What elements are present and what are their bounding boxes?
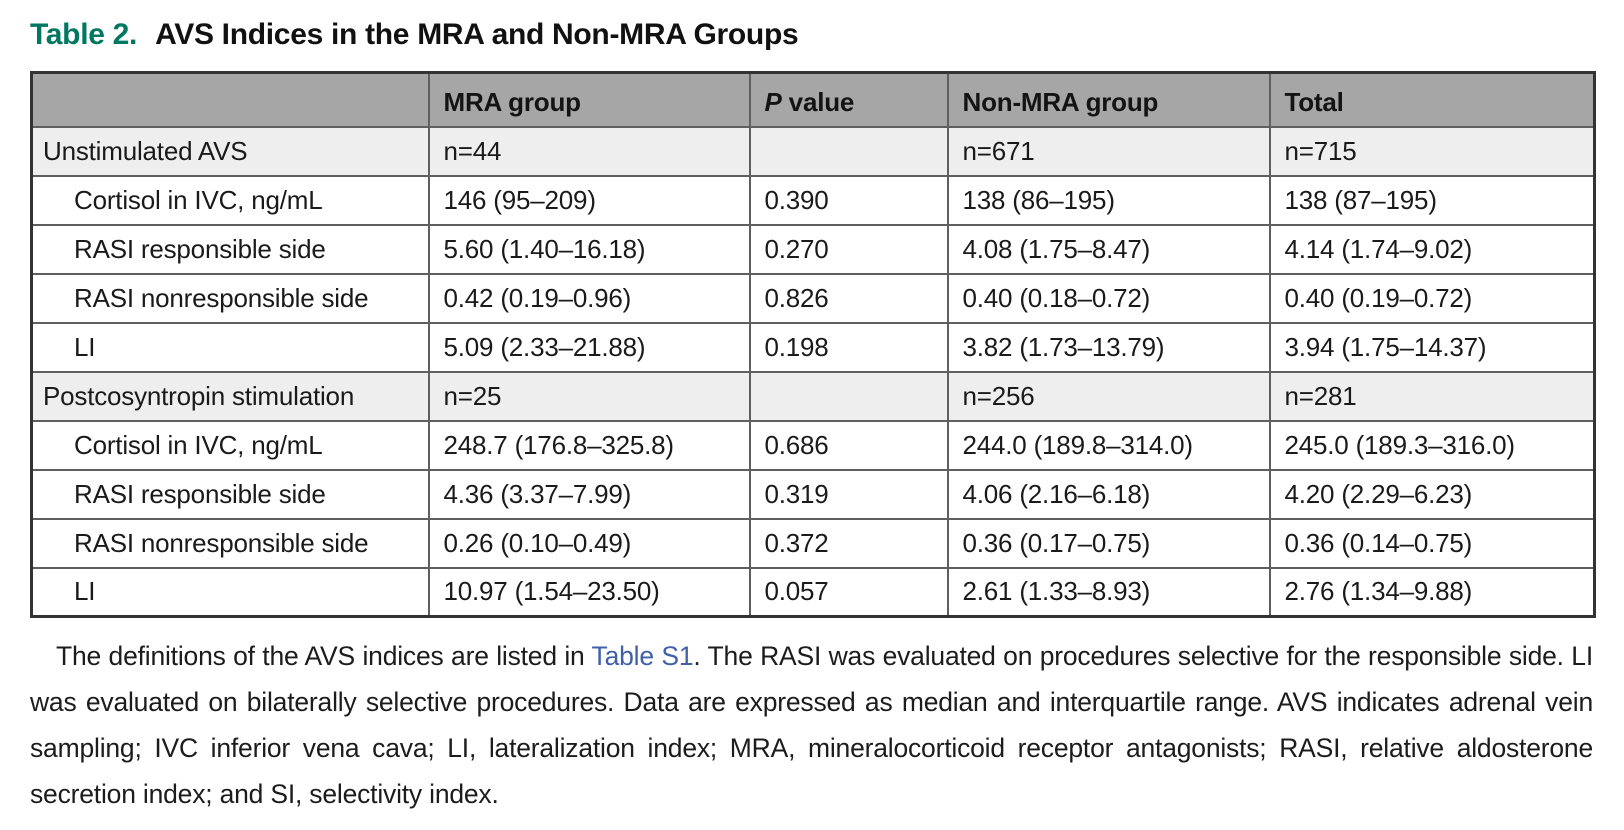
nonmra-value-cell: 2.61 (1.33–8.93)	[946, 566, 1271, 618]
table-row-unstimulated-avs: Unstimulated AVS n=44 n=671 n=715	[30, 125, 1596, 177]
p-value-cell: 0.686	[748, 419, 949, 471]
column-header-empty	[30, 71, 430, 128]
nonmra-value-cell: n=256	[946, 370, 1271, 422]
p-value-cell: 0.198	[748, 321, 949, 373]
p-value-cell: 0.826	[748, 272, 949, 324]
table-number-label: Table 2.	[30, 18, 138, 51]
p-value-cell: 0.057	[748, 566, 949, 618]
mra-value-cell: 146 (95–209)	[427, 174, 751, 226]
mra-value-cell: 4.36 (3.37–7.99)	[427, 468, 751, 520]
mra-value-cell: n=25	[427, 370, 751, 422]
total-value-cell: 4.20 (2.29–6.23)	[1268, 468, 1596, 520]
table-footnote: The definitions of the AVS indices are l…	[30, 633, 1593, 817]
nonmra-value-cell: 3.82 (1.73–13.79)	[946, 321, 1271, 373]
table-caption: Table 2. AVS Indices in the MRA and Non-M…	[30, 18, 1594, 52]
table-row-rasi-responsible-post: RASI responsible side 4.36 (3.37–7.99) 0…	[30, 468, 1596, 520]
row-label-cell: RASI nonresponsible side	[30, 517, 430, 569]
table-title: AVS Indices in the MRA and Non-MRA Group…	[155, 18, 799, 51]
table-row-rasi-responsible: RASI responsible side 5.60 (1.40–16.18) …	[30, 223, 1596, 275]
mra-value-cell: n=44	[427, 125, 751, 177]
row-label-cell: Cortisol in IVC, ng/mL	[30, 419, 430, 471]
column-header-mra-group: MRA group	[427, 71, 751, 128]
row-label-cell: RASI responsible side	[30, 223, 430, 275]
avs-indices-table: MRA group P value Non-MRA group Total Un…	[30, 71, 1596, 618]
p-value-cell: 0.372	[748, 517, 949, 569]
table-row-cortisol-ivc: Cortisol in IVC, ng/mL 146 (95–209) 0.39…	[30, 174, 1596, 226]
p-value-rest: value	[781, 87, 855, 118]
mra-value-cell: 5.09 (2.33–21.88)	[427, 321, 751, 373]
row-label-cell: RASI responsible side	[30, 468, 430, 520]
table-row-li-post: LI 10.97 (1.54–23.50) 0.057 2.61 (1.33–8…	[30, 566, 1596, 618]
table-s1-link[interactable]: Table S1	[591, 641, 694, 671]
mra-value-cell: 0.26 (0.10–0.49)	[427, 517, 751, 569]
table-row-li: LI 5.09 (2.33–21.88) 0.198 3.82 (1.73–13…	[30, 321, 1596, 373]
total-value-cell: 2.76 (1.34–9.88)	[1268, 566, 1596, 618]
row-label-cell: Unstimulated AVS	[30, 125, 430, 177]
column-header-total: Total	[1268, 71, 1596, 128]
total-value-cell: 0.36 (0.14–0.75)	[1268, 517, 1596, 569]
mra-value-cell: 10.97 (1.54–23.50)	[427, 566, 751, 618]
total-value-cell: n=281	[1268, 370, 1596, 422]
row-label-cell: Postcosyntropin stimulation	[30, 370, 430, 422]
total-value-cell: 138 (87–195)	[1268, 174, 1596, 226]
mra-value-cell: 5.60 (1.40–16.18)	[427, 223, 751, 275]
p-value-cell: 0.390	[748, 174, 949, 226]
row-label-cell: LI	[30, 566, 430, 618]
p-value-cell: 0.270	[748, 223, 949, 275]
table-row-postcosyntropin: Postcosyntropin stimulation n=25 n=256 n…	[30, 370, 1596, 422]
p-value-cell	[748, 370, 949, 422]
nonmra-value-cell: 138 (86–195)	[946, 174, 1271, 226]
table-row-rasi-nonresponsible: RASI nonresponsible side 0.42 (0.19–0.96…	[30, 272, 1596, 324]
mra-value-cell: 0.42 (0.19–0.96)	[427, 272, 751, 324]
row-label-cell: Cortisol in IVC, ng/mL	[30, 174, 430, 226]
nonmra-value-cell: 4.08 (1.75–8.47)	[946, 223, 1271, 275]
total-value-cell: 0.40 (0.19–0.72)	[1268, 272, 1596, 324]
nonmra-value-cell: n=671	[946, 125, 1271, 177]
nonmra-value-cell: 0.36 (0.17–0.75)	[946, 517, 1271, 569]
row-label-cell: RASI nonresponsible side	[30, 272, 430, 324]
header-row: MRA group P value Non-MRA group Total	[30, 71, 1596, 128]
total-value-cell: n=715	[1268, 125, 1596, 177]
column-header-p-value: P value	[748, 71, 949, 128]
nonmra-value-cell: 4.06 (2.16–6.18)	[946, 468, 1271, 520]
table-row-cortisol-ivc-post: Cortisol in IVC, ng/mL 248.7 (176.8–325.…	[30, 419, 1596, 471]
p-value-italic-p: P	[764, 87, 782, 118]
p-value-cell	[748, 125, 949, 177]
footnote-text-after-link: . The RASI was evaluated on procedures s…	[30, 641, 1593, 809]
nonmra-value-cell: 0.40 (0.18–0.72)	[946, 272, 1271, 324]
row-label-cell: LI	[30, 321, 430, 373]
column-header-nonmra-group: Non-MRA group	[946, 71, 1271, 128]
nonmra-value-cell: 244.0 (189.8–314.0)	[946, 419, 1271, 471]
mra-value-cell: 248.7 (176.8–325.8)	[427, 419, 751, 471]
total-value-cell: 245.0 (189.3–316.0)	[1268, 419, 1596, 471]
footnote-text-before-link: The definitions of the AVS indices are l…	[56, 641, 592, 671]
table-row-rasi-nonresponsible-post: RASI nonresponsible side 0.26 (0.10–0.49…	[30, 517, 1596, 569]
total-value-cell: 3.94 (1.75–14.37)	[1268, 321, 1596, 373]
total-value-cell: 4.14 (1.74–9.02)	[1268, 223, 1596, 275]
p-value-cell: 0.319	[748, 468, 949, 520]
